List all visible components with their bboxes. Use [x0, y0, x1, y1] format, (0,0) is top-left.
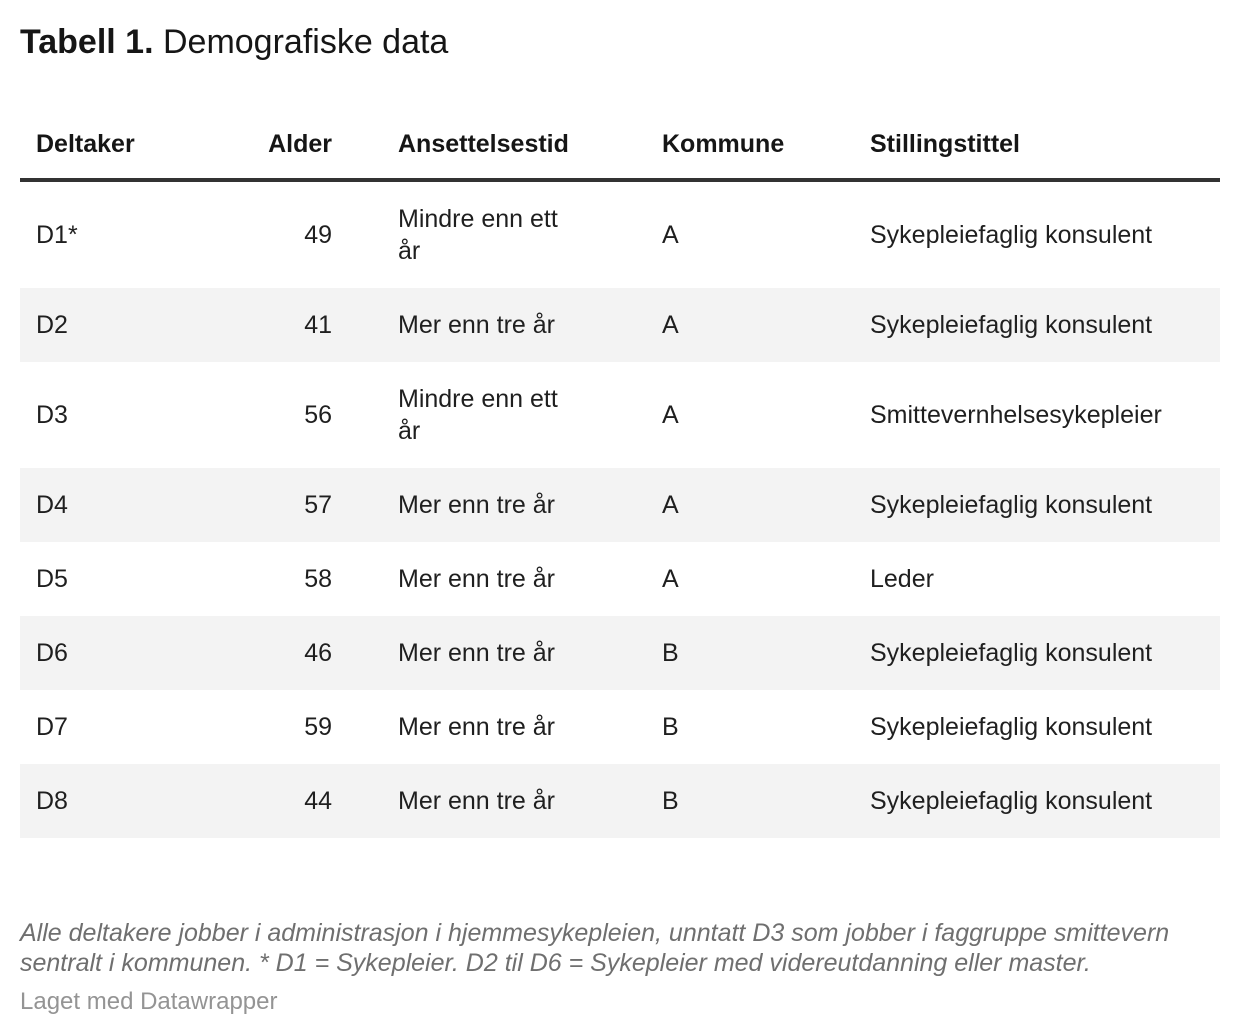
- cell-stillingstittel: Smittevernhelsesykepleier: [870, 401, 1162, 429]
- cell-alder: 58: [304, 565, 332, 593]
- cell-kommune: A: [662, 311, 679, 339]
- title-text: Demografiske data: [153, 23, 449, 61]
- cell-text: Mer enn tre år: [398, 787, 556, 815]
- table-row: D1* 49 Mindre enn ett år A Sykepleiefagl…: [20, 180, 1220, 288]
- cell-stillingstittel: Sykepleiefaglig konsulent: [870, 787, 1153, 815]
- cell-text: Mer enn tre år: [398, 639, 556, 667]
- cell-stillingstittel: Sykepleiefaglig konsulent: [870, 311, 1153, 339]
- cell-ansettelsestid: Mer enn tre år: [350, 542, 610, 616]
- cell-deltaker: D2: [36, 311, 68, 339]
- column-header-kommune: Kommune: [610, 86, 820, 182]
- cell-deltaker: D8: [36, 787, 68, 815]
- demographics-table: Deltaker Alder Ansettelsestid Kommune St…: [20, 86, 1220, 838]
- table-row: D8 44 Mer enn tre år B Sykepleiefaglig k…: [20, 764, 1220, 838]
- cell-ansettelsestid: Mer enn tre år: [350, 616, 610, 690]
- cell-text: Mer enn tre år: [398, 713, 556, 741]
- table-row: D7 59 Mer enn tre år B Sykepleiefaglig k…: [20, 690, 1220, 764]
- column-header-stillingstittel: Stillingstittel: [820, 86, 1220, 182]
- cell-text: Mer enn tre år: [398, 491, 556, 519]
- cell-alder: 56: [304, 401, 332, 429]
- cell-kommune: B: [662, 639, 679, 667]
- cell-ansettelsestid: Mer enn tre år: [350, 468, 610, 542]
- page-title: Tabell 1. Demografiske data: [20, 22, 1220, 62]
- table-row: D6 46 Mer enn tre år B Sykepleiefaglig k…: [20, 616, 1220, 690]
- cell-ansettelsestid: Mer enn tre år: [350, 690, 610, 764]
- cell-text: Mindre enn ett år: [398, 385, 558, 445]
- cell-kommune: B: [662, 713, 679, 741]
- column-header-deltaker: Deltaker: [20, 86, 220, 182]
- cell-stillingstittel: Sykepleiefaglig konsulent: [870, 713, 1153, 741]
- column-header-ansettelsestid: Ansettelsestid: [350, 86, 610, 182]
- cell-kommune: A: [662, 401, 679, 429]
- table-row: D3 56 Mindre enn ett år A Smittevernhels…: [20, 362, 1220, 468]
- table-row: D4 57 Mer enn tre år A Sykepleiefaglig k…: [20, 468, 1220, 542]
- cell-kommune: B: [662, 787, 679, 815]
- cell-alder: 46: [304, 639, 332, 667]
- cell-text: Mer enn tre år: [398, 565, 556, 593]
- cell-alder: 59: [304, 713, 332, 741]
- cell-stillingstittel: Leder: [870, 565, 934, 593]
- cell-ansettelsestid: Mindre enn ett år: [350, 362, 610, 468]
- cell-ansettelsestid: Mindre enn ett år: [350, 180, 610, 288]
- cell-deltaker: D6: [36, 639, 68, 667]
- cell-deltaker: D3: [36, 401, 68, 429]
- cell-deltaker: D4: [36, 491, 68, 519]
- table-row: D2 41 Mer enn tre år A Sykepleiefaglig k…: [20, 288, 1220, 362]
- cell-stillingstittel: Sykepleiefaglig konsulent: [870, 221, 1153, 249]
- cell-text: Mindre enn ett år: [398, 205, 558, 265]
- table-row: D5 58 Mer enn tre år A Leder: [20, 542, 1220, 616]
- table-notes: Alle deltakere jobber i administrasjon i…: [20, 919, 1170, 977]
- cell-stillingstittel: Sykepleiefaglig konsulent: [870, 491, 1153, 519]
- cell-kommune: A: [662, 565, 679, 593]
- table-body: D1* 49 Mindre enn ett år A Sykepleiefagl…: [20, 180, 1220, 838]
- cell-ansettelsestid: Mer enn tre år: [350, 764, 610, 838]
- cell-deltaker: D7: [36, 713, 68, 741]
- datawrapper-credit-link[interactable]: Laget med Datawrapper: [20, 988, 278, 1015]
- cell-deltaker: D1*: [36, 221, 78, 249]
- cell-text: Mer enn tre år: [398, 311, 556, 339]
- header-row: Deltaker Alder Ansettelsestid Kommune St…: [20, 86, 1220, 182]
- cell-kommune: A: [662, 221, 679, 249]
- title-prefix: Tabell 1.: [20, 23, 154, 61]
- cell-kommune: A: [662, 491, 679, 519]
- table-header: Deltaker Alder Ansettelsestid Kommune St…: [20, 86, 1220, 182]
- column-header-alder: Alder: [220, 86, 350, 182]
- cell-alder: 44: [304, 787, 332, 815]
- cell-alder: 49: [304, 221, 332, 249]
- cell-alder: 41: [304, 311, 332, 339]
- cell-alder: 57: [304, 491, 332, 519]
- cell-ansettelsestid: Mer enn tre år: [350, 288, 610, 362]
- cell-stillingstittel: Sykepleiefaglig konsulent: [870, 639, 1153, 667]
- cell-deltaker: D5: [36, 565, 68, 593]
